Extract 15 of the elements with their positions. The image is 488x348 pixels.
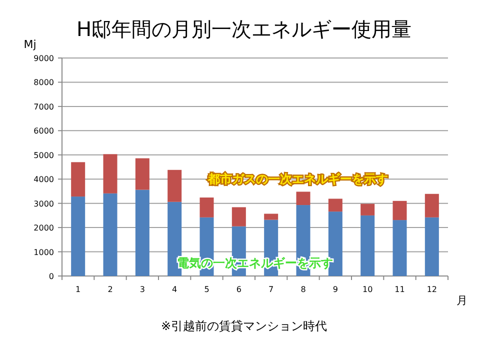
ytick: 3000 xyxy=(34,199,54,208)
ytick: 0 xyxy=(48,272,54,281)
ytick: 2000 xyxy=(34,224,54,233)
ytick: 7000 xyxy=(34,102,54,112)
xlabel: 月 xyxy=(456,294,468,307)
ytick: 5000 xyxy=(34,150,54,160)
ytick: 4000 xyxy=(34,175,54,184)
ytick: 9000 xyxy=(34,54,54,63)
series-name: 都市ガスの一次エネルギーを示す xyxy=(208,172,388,186)
title: H邸年間の月別一次エネルギー使用量 xyxy=(76,17,412,41)
annotation: ※引越前の賃貸マンション時代 xyxy=(160,319,328,333)
ylabel: Mj xyxy=(24,38,36,51)
ytick: 6000 xyxy=(34,126,54,136)
ytick: 1000 xyxy=(34,248,54,257)
ytick: 8000 xyxy=(34,78,54,88)
